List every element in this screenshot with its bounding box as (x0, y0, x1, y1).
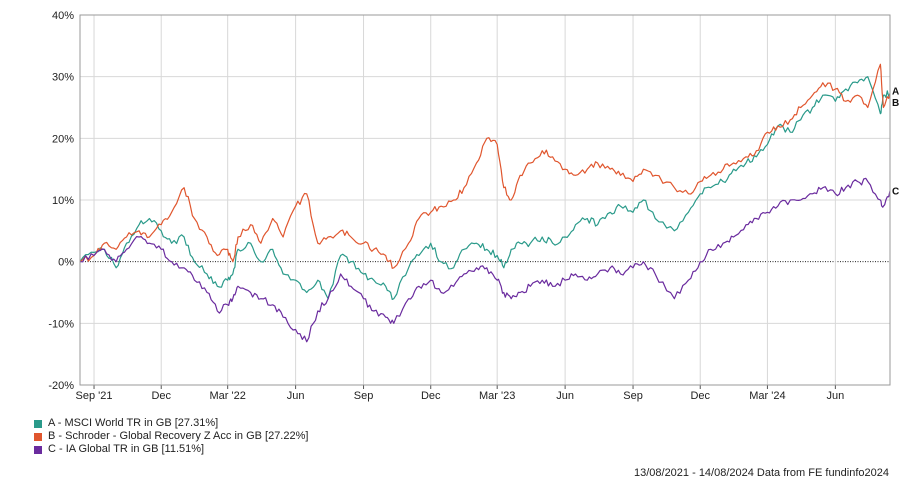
y-tick-label: 40% (52, 10, 74, 22)
series-layer (79, 63, 891, 343)
series-line-a (79, 76, 891, 300)
x-tick-label: Mar '23 (479, 390, 515, 402)
end-label-layer: AB C (892, 86, 899, 197)
series-end-label: C (892, 187, 899, 198)
series-end-label: A (892, 86, 899, 97)
x-tick-label: Sep (623, 390, 643, 402)
plot-border (79, 14, 891, 386)
series-line-c (79, 177, 891, 343)
source-footer: 13/08/2021 - 14/08/2024 Data from FE fun… (633, 467, 889, 479)
y-tick-label: 20% (52, 133, 74, 145)
grid-layer (80, 14, 890, 386)
x-tick-label: Jun (826, 390, 844, 402)
x-tick-label: Dec (421, 390, 441, 402)
legend: A - MSCI World TR in GB [27.31%] B - Schr… (34, 417, 308, 456)
y-tick-label: 30% (52, 72, 74, 84)
legend-item: A - MSCI World TR in GB [27.31%] (34, 417, 308, 430)
legend-label: C - IA Global TR in GB [11.51%] (48, 443, 205, 455)
axis-layer: 40% 30% 20% 10% 0% -10% -20%Sep '21 Dec Mar '22 J… (48, 10, 891, 402)
x-tick-label: Dec (690, 390, 710, 402)
y-tick-label: 10% (52, 195, 74, 207)
x-tick-label: Mar '24 (749, 390, 785, 402)
legend-swatch (34, 445, 42, 454)
legend-label: A - MSCI World TR in GB [27.31%] (48, 417, 219, 429)
x-tick-label: Dec (151, 390, 171, 402)
x-tick-label: Sep (354, 390, 374, 402)
series-line-b (79, 63, 891, 269)
legend-swatch (34, 432, 42, 441)
legend-item: B - Schroder - Global Recovery Z Acc in … (34, 430, 308, 443)
legend-swatch (34, 419, 42, 428)
y-tick-label: -10% (48, 318, 74, 330)
legend-item: C - IA Global TR in GB [11.51%] (34, 443, 308, 456)
x-tick-label: Mar '22 (210, 390, 246, 402)
y-tick-label: 0% (58, 257, 74, 269)
x-tick-label: Sep '21 (76, 390, 113, 402)
x-tick-label: Jun (287, 390, 305, 402)
legend-label: B - Schroder - Global Recovery Z Acc in … (48, 430, 309, 442)
x-tick-label: Jun (556, 390, 574, 402)
series-end-label: B (892, 98, 899, 109)
y-tick-label: -20% (48, 380, 74, 392)
